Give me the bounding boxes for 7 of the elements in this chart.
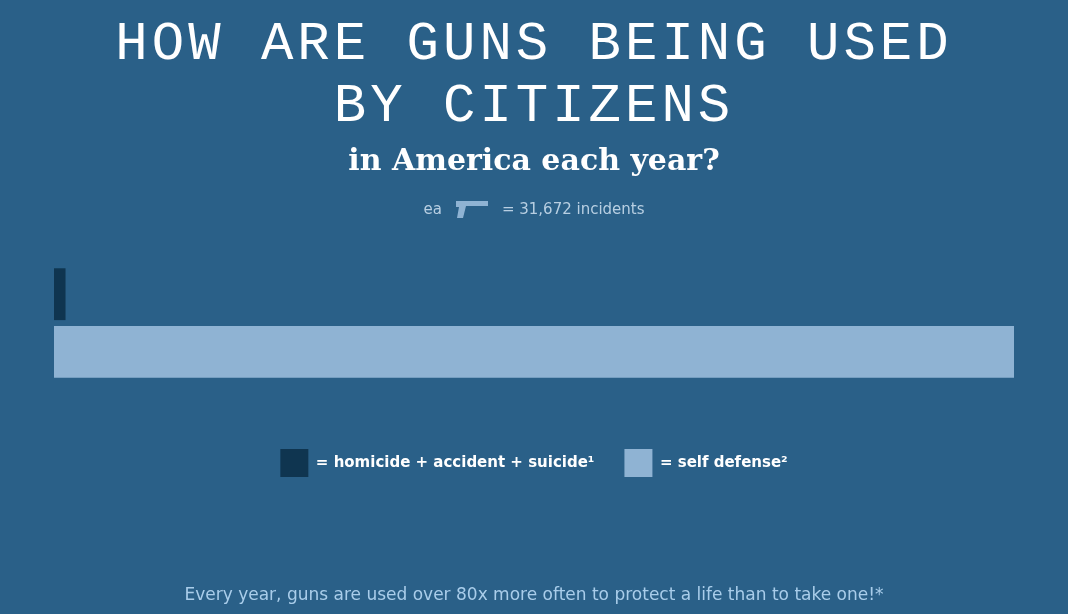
text: Every year, guns are used over 80x more often to protect a life than to take one!* (183, 584, 885, 604)
chart-title: HOW ARE GUNS BEING USED BY CITIZENS (114, 14, 954, 138)
chart-subtitle: in America each year? (347, 142, 721, 177)
legend-label: = self defense² (659, 452, 788, 471)
text: ea (423, 200, 442, 218)
text: = 31,672 incidents (501, 200, 645, 218)
legend-label: = homicide + accident + suicide¹ (315, 452, 595, 471)
